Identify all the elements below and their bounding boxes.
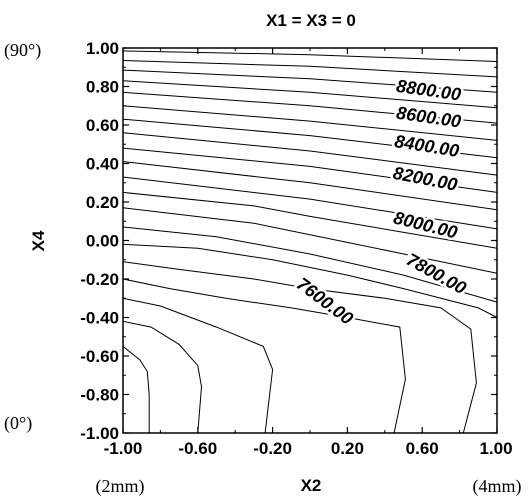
x-tick-label: 0.20 <box>331 439 364 458</box>
y-tick-label: -1.00 <box>80 424 119 443</box>
x-tick-labels: -1.00 -0.60 -0.20 0.20 0.60 1.00 <box>104 439 513 458</box>
contour-label: 8600.00 <box>395 103 462 132</box>
x-tick-label: -1.00 <box>104 439 143 458</box>
axis-ticks <box>122 47 498 434</box>
contour-label: 8000.00 <box>392 207 460 242</box>
x-tick-label: 0.60 <box>406 439 439 458</box>
x-tick-label: -0.20 <box>253 439 292 458</box>
contour-line-14 <box>122 226 498 303</box>
contour-line-13 <box>122 207 498 274</box>
y-axis-label: X4 <box>29 230 48 251</box>
y-annotation-top: (90°) <box>4 40 41 61</box>
x-tick-label: 1.00 <box>479 439 512 458</box>
contour-line-15 <box>122 243 498 318</box>
y-tick-label: -0.80 <box>80 386 119 405</box>
y-tick-label: 1.00 <box>86 39 119 58</box>
contour-line-16 <box>122 261 477 434</box>
contour-line-6 <box>122 105 498 141</box>
chart-title: X1 = X3 = 0 <box>266 11 356 30</box>
contour-line-20 <box>122 346 150 433</box>
contour-line-8 <box>122 132 498 176</box>
contour-lines <box>122 50 498 434</box>
contour-line-19 <box>122 320 203 434</box>
contour-line-3 <box>122 69 498 93</box>
contour-label: 8200.00 <box>391 163 459 195</box>
contour-line-18 <box>122 297 274 434</box>
x-annotation-left: (2mm) <box>96 476 145 497</box>
y-tick-labels: 1.00 0.80 0.60 0.40 0.20 0.00 -0.20 -0.40 -0.60 -… <box>80 39 119 443</box>
contour-line-7 <box>122 118 498 159</box>
contour-line-5 <box>122 91 498 124</box>
contour-line-12 <box>122 191 498 249</box>
y-tick-label: 0.40 <box>86 155 119 174</box>
y-tick-label: 0.80 <box>86 78 119 97</box>
contour-line-4 <box>122 80 498 109</box>
contour-line-11 <box>122 176 498 230</box>
contour-label: 7600.00 <box>293 274 357 329</box>
y-tick-label: -0.60 <box>80 347 119 366</box>
contour-line-10 <box>122 161 498 211</box>
x-axis-label: X2 <box>301 476 322 495</box>
y-tick-label: 0.00 <box>86 232 119 251</box>
y-tick-label: -0.20 <box>80 270 119 289</box>
x-tick-label: -0.60 <box>178 439 217 458</box>
contour-line-1 <box>122 50 498 62</box>
x-annotation-right: (4mm) <box>473 476 522 497</box>
contour-line-9 <box>122 147 498 193</box>
y-annotation-bottom: (0°) <box>4 413 32 434</box>
contour-line-2 <box>122 60 498 78</box>
y-tick-label: 0.20 <box>86 193 119 212</box>
contour-line-17 <box>122 278 406 434</box>
y-tick-label: 0.60 <box>86 116 119 135</box>
y-tick-label: -0.40 <box>80 309 119 328</box>
